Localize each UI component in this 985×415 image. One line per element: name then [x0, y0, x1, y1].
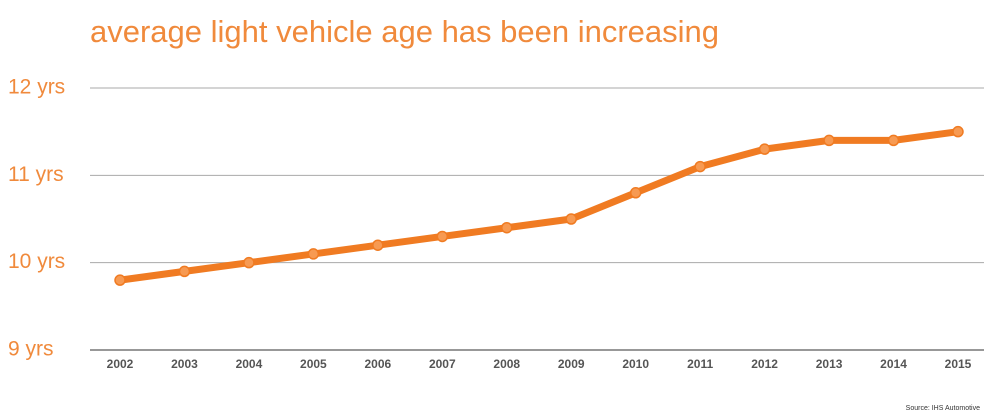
data-point — [178, 265, 191, 278]
x-tick-label: 2014 — [880, 357, 907, 371]
y-tick-label: 12 yrs — [8, 76, 65, 99]
data-point — [823, 134, 835, 147]
x-tick-label: 2003 — [171, 357, 198, 371]
y-tick-label: 9 yrs — [8, 338, 54, 361]
data-point — [629, 187, 642, 199]
data-point — [436, 230, 449, 243]
data-point — [758, 143, 771, 155]
data-point — [501, 221, 513, 234]
y-tick-label: 10 yrs — [8, 250, 65, 273]
data-point — [114, 274, 126, 286]
data-point — [952, 125, 964, 138]
data-line — [116, 128, 962, 284]
x-tick-label: 2007 — [429, 357, 456, 371]
x-tick-label: 2009 — [558, 357, 585, 371]
x-tick-label: 2015 — [945, 357, 972, 371]
x-tick-label: 2006 — [364, 357, 391, 371]
x-tick-label: 2002 — [107, 357, 134, 371]
data-point — [372, 239, 384, 251]
data-point — [243, 256, 255, 269]
data-point — [307, 248, 320, 260]
data-point — [694, 160, 706, 173]
x-tick-label: 2013 — [816, 357, 843, 371]
source-note: Source: IHS Automotive — [906, 405, 980, 412]
x-tick-label: 2012 — [751, 357, 778, 371]
x-tick-label: 2011 — [687, 357, 713, 371]
chart-title: average light vehicle age has been incre… — [90, 14, 719, 49]
x-tick-label: 2005 — [300, 357, 327, 371]
x-tick-label: 2008 — [493, 357, 520, 371]
x-tick-label: 2010 — [622, 357, 649, 371]
y-tick-label: 11 yrs — [8, 163, 64, 186]
data-point — [887, 134, 900, 147]
data-point — [565, 213, 577, 225]
x-tick-label: 2004 — [236, 357, 263, 371]
